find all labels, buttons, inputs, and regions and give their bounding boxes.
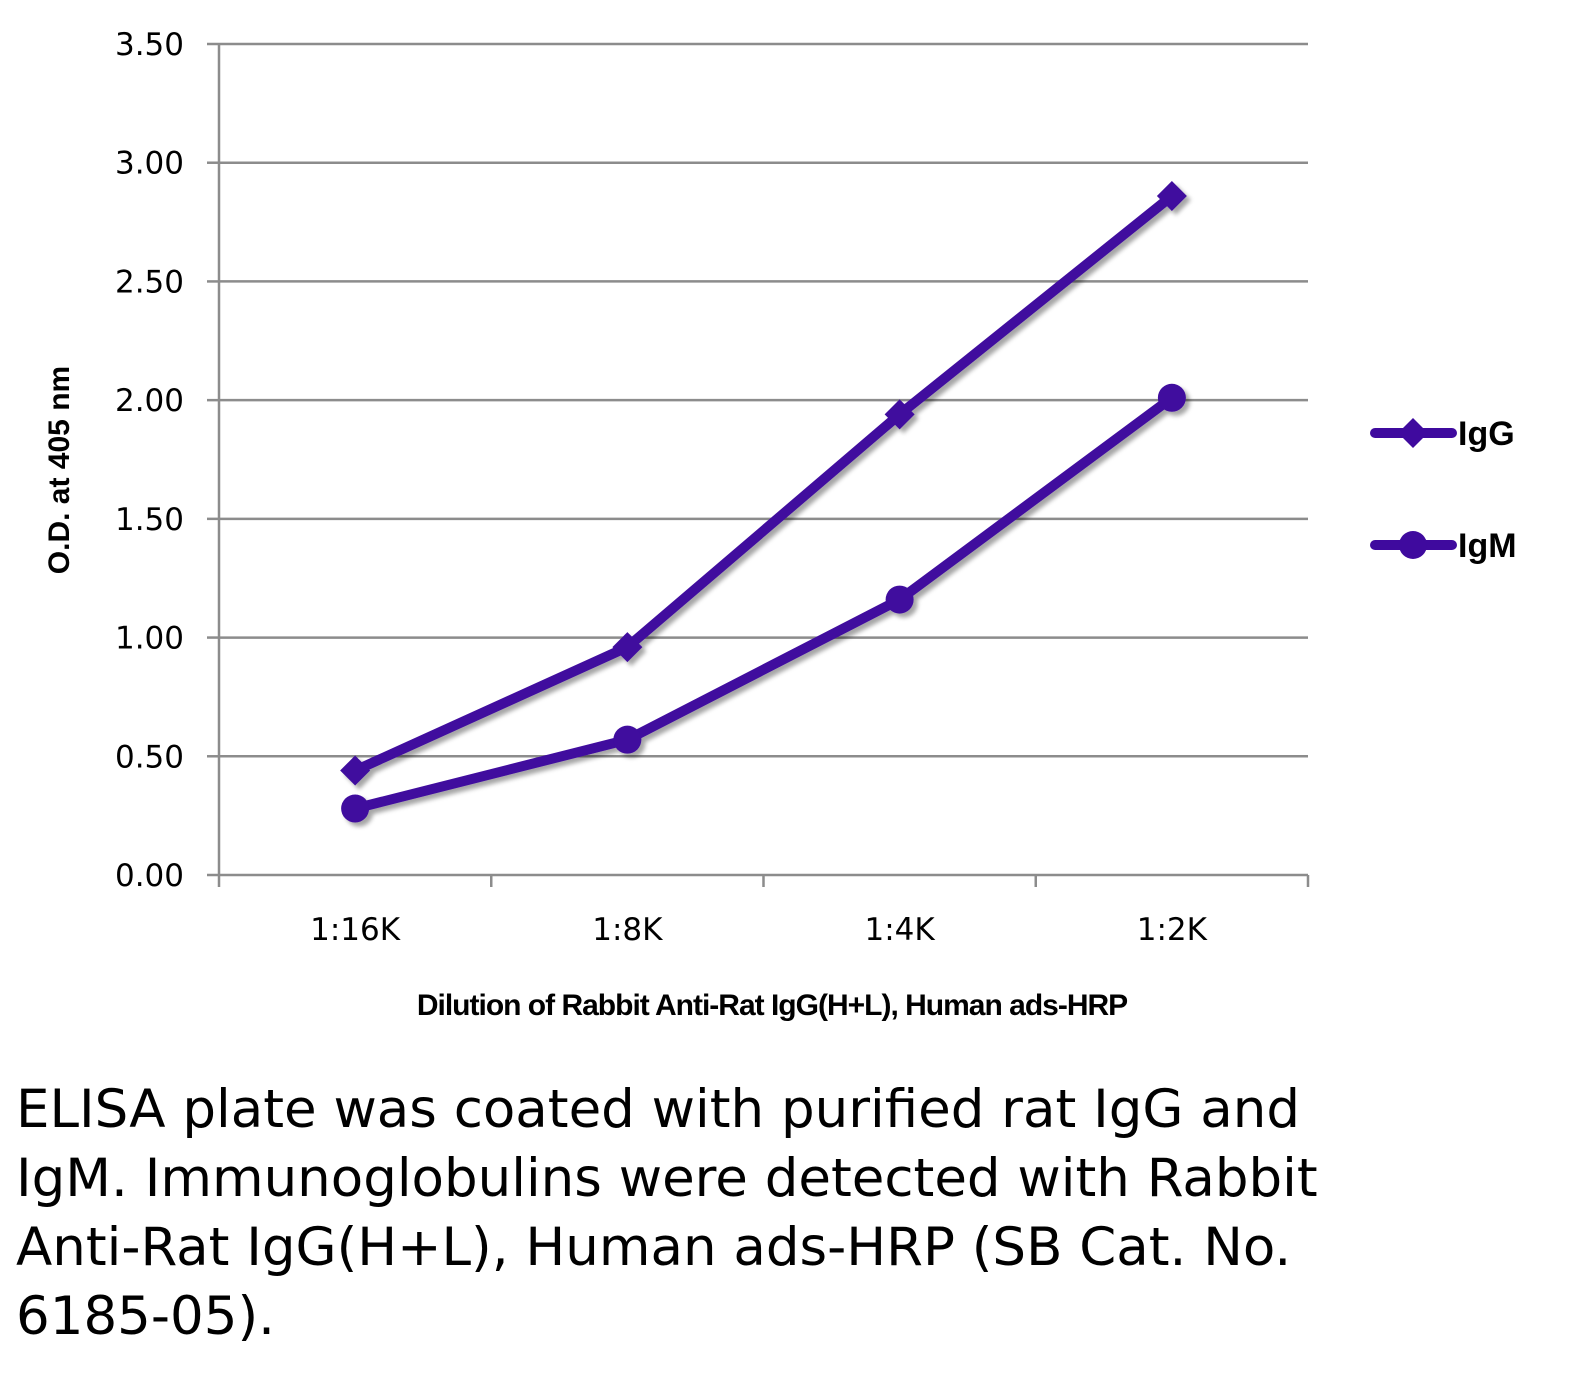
- y-tick-label: 3.00: [115, 146, 184, 182]
- figure-caption: ELISA plate was coated with purified rat…: [16, 1079, 1318, 1347]
- y-tick-label: 1.00: [115, 621, 184, 657]
- y-tick-label: 0.50: [115, 739, 184, 775]
- x-tick-label: 1:4K: [865, 912, 936, 948]
- y-tick-labels: 0.00 0.50 1.00 1.50 2.00 2.50 3.00 3.50: [115, 27, 184, 894]
- series-group: [340, 180, 1187, 823]
- gridlines: [219, 42, 1308, 758]
- y-tick-label: 1.50: [115, 502, 184, 538]
- legend-marker-circle-icon: [1399, 531, 1427, 559]
- series-line-igm: [350, 392, 1177, 814]
- data-point-igm: [1157, 383, 1186, 412]
- y-tick-label: 2.00: [115, 383, 184, 419]
- x-tick-label: 1:2K: [1137, 912, 1208, 948]
- legend-item-igm: IgM: [1370, 527, 1517, 565]
- data-point-igm: [613, 725, 642, 754]
- legend: IgG IgM: [1370, 415, 1517, 565]
- series-line-igg: [350, 190, 1177, 776]
- legend-marker-diamond-icon: [1398, 418, 1428, 448]
- y-tick-label: 2.50: [115, 264, 184, 300]
- legend-label: IgG: [1458, 415, 1515, 453]
- data-point-igm: [341, 794, 370, 823]
- y-tick-label: 3.50: [115, 27, 184, 63]
- data-point-igg: [1156, 180, 1187, 211]
- axes: [207, 42, 1310, 887]
- data-point-igg: [340, 755, 371, 786]
- legend-label: IgM: [1458, 527, 1517, 565]
- line-chart: 0.000.501.001.502.002.503.003.50 1:16K 1:…: [43, 27, 1517, 1022]
- data-point-igm: [885, 585, 914, 614]
- data-point-igg: [612, 632, 643, 663]
- x-tick-label: 1:8K: [592, 912, 663, 948]
- y-axis-title: O.D. at 405 nm: [43, 366, 76, 574]
- x-tick-label: 1:16K: [310, 912, 401, 948]
- series-igg: [340, 180, 1187, 786]
- x-axis-title: Dilution of Rabbit Anti-Rat IgG(H+L), Hu…: [417, 989, 1127, 1022]
- data-point-igg: [884, 399, 915, 430]
- y-tick-label: 0.00: [115, 858, 184, 894]
- legend-item-igg: IgG: [1370, 415, 1515, 453]
- x-tick-labels: 1:16K 1:8K 1:4K 1:2K: [310, 912, 1208, 948]
- series-igm: [341, 383, 1186, 823]
